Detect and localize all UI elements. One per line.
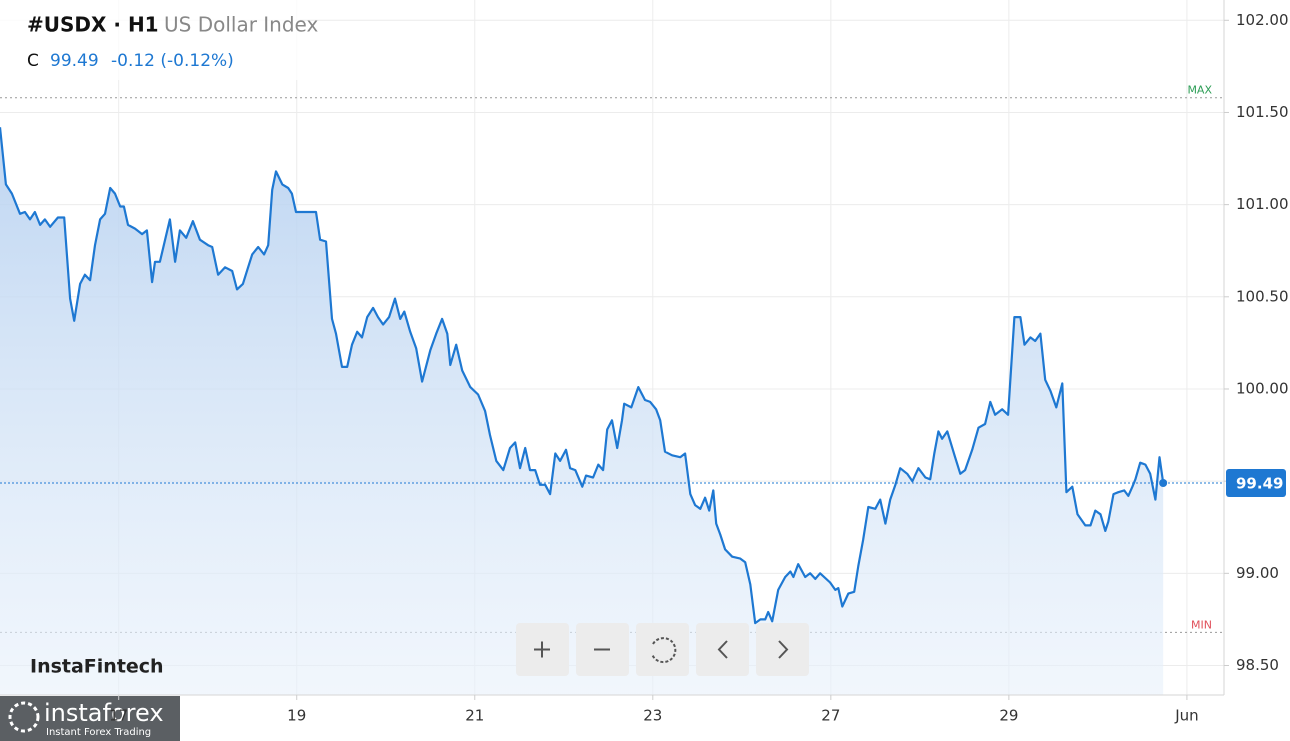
x-tick-label: 21 (465, 707, 484, 725)
close-box (1226, 468, 1286, 497)
logo-tagline: Instant Forex Trading (46, 727, 151, 738)
reset-icon (651, 637, 677, 664)
scroll-left-icon (717, 640, 728, 659)
min-label: MIN (1191, 618, 1212, 631)
chart-subtitle: US Dollar Index (164, 13, 319, 37)
scroll-left-button[interactable] (696, 623, 749, 676)
area (0, 127, 1164, 695)
x-tick-label: 27 (821, 707, 840, 725)
zoom-in-icon (534, 641, 550, 658)
y-tick-label: 98.50 (1236, 656, 1279, 674)
toolbar (516, 623, 809, 676)
scroll-right-button[interactable] (756, 623, 809, 676)
y-tick-label: 101.50 (1236, 103, 1289, 121)
close-box-label: 99.49 (1236, 474, 1283, 492)
reset-button[interactable] (636, 623, 689, 676)
plot (0, 127, 1224, 695)
x-tick-label: Jun (1174, 707, 1198, 725)
price-line (0, 127, 1165, 625)
x-tick-label: 19 (287, 707, 306, 725)
x-tick-label: 23 (643, 707, 662, 725)
x-tick-label: 29 (999, 707, 1018, 725)
y-tick-label: 100.50 (1236, 287, 1289, 305)
scroll-right-icon (778, 640, 789, 659)
last-point (1159, 478, 1168, 487)
change-value: -0.12 (-0.12%) (111, 51, 234, 71)
logo-icon (8, 701, 40, 733)
brand: InstaFintech (30, 656, 164, 678)
logo-text: instaforex (44, 699, 164, 727)
y-tick-label: 102.00 (1236, 11, 1289, 29)
y-tick-label: 101.00 (1236, 195, 1289, 213)
header-bg (0, 0, 300, 80)
close-prefix: C (27, 51, 39, 71)
labels: 98.5099.0099.50100.00100.50101.00101.501… (109, 11, 1288, 725)
chart-title: #USDX · H1 (27, 13, 159, 37)
y-tick-label: 100.00 (1236, 379, 1289, 397)
close-value: 99.49 (50, 51, 99, 71)
x-tick-label: 17 (109, 707, 128, 725)
max-label: MAX (1187, 84, 1212, 97)
y-tick-label: 99.00 (1236, 564, 1279, 582)
